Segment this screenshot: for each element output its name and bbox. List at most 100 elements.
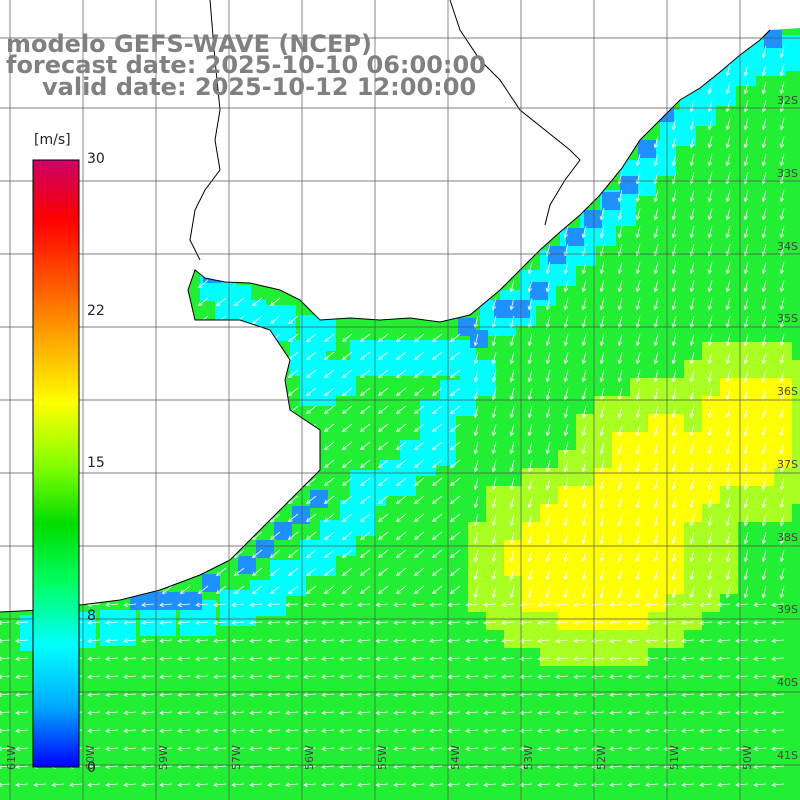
wind-arrow bbox=[690, 261, 695, 274]
wind-arrow-head bbox=[375, 602, 380, 608]
wind-arrow-head bbox=[689, 341, 695, 347]
wind-arrow-head bbox=[287, 409, 293, 414]
speed-cell bbox=[630, 360, 648, 378]
wind-arrow bbox=[672, 567, 677, 580]
wind-arrow-head bbox=[305, 391, 311, 396]
wind-arrow bbox=[450, 567, 461, 576]
speed-cell bbox=[270, 702, 288, 720]
wind-arrow bbox=[250, 603, 263, 606]
wind-arrow-head bbox=[473, 431, 479, 437]
wind-arrow-head bbox=[653, 413, 659, 419]
wind-arrow bbox=[762, 495, 767, 508]
wind-arrow bbox=[270, 549, 281, 558]
wind-arrow bbox=[780, 189, 785, 202]
wind-arrow-head bbox=[269, 319, 275, 324]
wind-arrow bbox=[520, 747, 533, 750]
wind-arrow bbox=[342, 513, 353, 522]
speed-cell bbox=[648, 522, 666, 540]
speed-cell bbox=[738, 396, 756, 414]
wind-arrow-head bbox=[449, 427, 455, 432]
wind-arrow-head bbox=[177, 692, 182, 698]
wind-arrow bbox=[340, 657, 353, 660]
wind-arrow-head bbox=[761, 215, 767, 221]
speed-cell bbox=[198, 738, 216, 756]
wind-arrow-head bbox=[141, 746, 146, 752]
wind-arrow bbox=[492, 315, 497, 328]
speed-cell bbox=[360, 558, 378, 576]
wind-arrow bbox=[582, 531, 587, 544]
speed-cell bbox=[756, 144, 774, 162]
wind-arrow bbox=[564, 333, 569, 346]
speed-cell bbox=[576, 288, 594, 306]
speed-cell bbox=[594, 666, 612, 684]
wind-arrow-head bbox=[537, 728, 542, 734]
wind-arrow bbox=[780, 135, 785, 148]
wind-arrow-head bbox=[635, 269, 641, 275]
wind-arrow bbox=[324, 405, 335, 414]
wind-arrow bbox=[394, 783, 407, 786]
speed-cell bbox=[702, 666, 720, 684]
speed-cell bbox=[720, 306, 738, 324]
wind-arrow-head bbox=[717, 602, 722, 608]
speed-cell bbox=[630, 630, 648, 648]
lat-label: 38S bbox=[777, 531, 798, 544]
wind-arrow-head bbox=[635, 305, 641, 311]
wind-arrow-head bbox=[573, 764, 578, 770]
wind-arrow bbox=[286, 657, 299, 660]
speed-cell bbox=[108, 720, 126, 738]
wind-arrow bbox=[342, 405, 353, 414]
wind-arrow bbox=[708, 441, 713, 454]
wind-arrow bbox=[708, 297, 713, 310]
wind-arrow bbox=[744, 531, 749, 544]
wind-arrow bbox=[628, 603, 641, 606]
wind-arrow-head bbox=[501, 764, 506, 770]
speed-cell bbox=[576, 342, 594, 360]
wind-arrow-head bbox=[699, 746, 704, 752]
wind-arrow-head bbox=[377, 517, 383, 522]
wind-arrow bbox=[214, 783, 227, 786]
wind-arrow bbox=[16, 765, 29, 768]
speed-cell bbox=[378, 666, 396, 684]
wind-arrow bbox=[492, 531, 497, 544]
wind-arrow-head bbox=[413, 409, 419, 414]
speed-cell bbox=[720, 234, 738, 252]
wind-arrow bbox=[448, 729, 461, 732]
wind-arrow-head bbox=[779, 125, 785, 131]
wind-arrow-head bbox=[689, 557, 695, 563]
wind-arrow bbox=[484, 729, 497, 732]
speed-cell bbox=[252, 720, 270, 738]
wind-arrow bbox=[378, 441, 389, 450]
wind-arrow bbox=[780, 279, 785, 292]
wind-arrow-head bbox=[527, 341, 533, 347]
wind-arrow bbox=[654, 351, 659, 364]
wind-arrow-head bbox=[671, 125, 677, 131]
wind-arrow-head bbox=[123, 710, 128, 716]
speed-cell bbox=[630, 720, 648, 738]
wind-arrow-head bbox=[563, 485, 569, 491]
wind-arrow bbox=[510, 369, 515, 382]
wind-arrow bbox=[474, 333, 479, 346]
wind-arrow bbox=[396, 351, 407, 360]
wind-arrow-head bbox=[699, 656, 704, 662]
speed-cell bbox=[504, 684, 522, 702]
wind-arrow-head bbox=[735, 728, 740, 734]
wind-arrow-head bbox=[599, 413, 605, 419]
wind-arrow bbox=[178, 603, 191, 606]
speed-cell bbox=[324, 432, 342, 450]
speed-cell bbox=[792, 144, 800, 162]
wind-arrow-head bbox=[177, 782, 182, 788]
wind-arrow bbox=[600, 459, 605, 472]
wind-arrow-head bbox=[501, 746, 506, 752]
speed-cell bbox=[468, 648, 486, 666]
wind-arrow-head bbox=[449, 535, 455, 540]
speed-cell bbox=[702, 306, 720, 324]
wind-arrow bbox=[342, 495, 353, 504]
wind-arrow bbox=[664, 693, 677, 696]
wind-arrow bbox=[744, 261, 749, 274]
speed-cell bbox=[702, 144, 720, 162]
wind-arrow-head bbox=[527, 395, 533, 401]
wind-arrow-head bbox=[215, 571, 221, 576]
wind-arrow bbox=[664, 729, 677, 732]
speed-cell bbox=[648, 486, 666, 504]
wind-arrow bbox=[474, 441, 479, 454]
